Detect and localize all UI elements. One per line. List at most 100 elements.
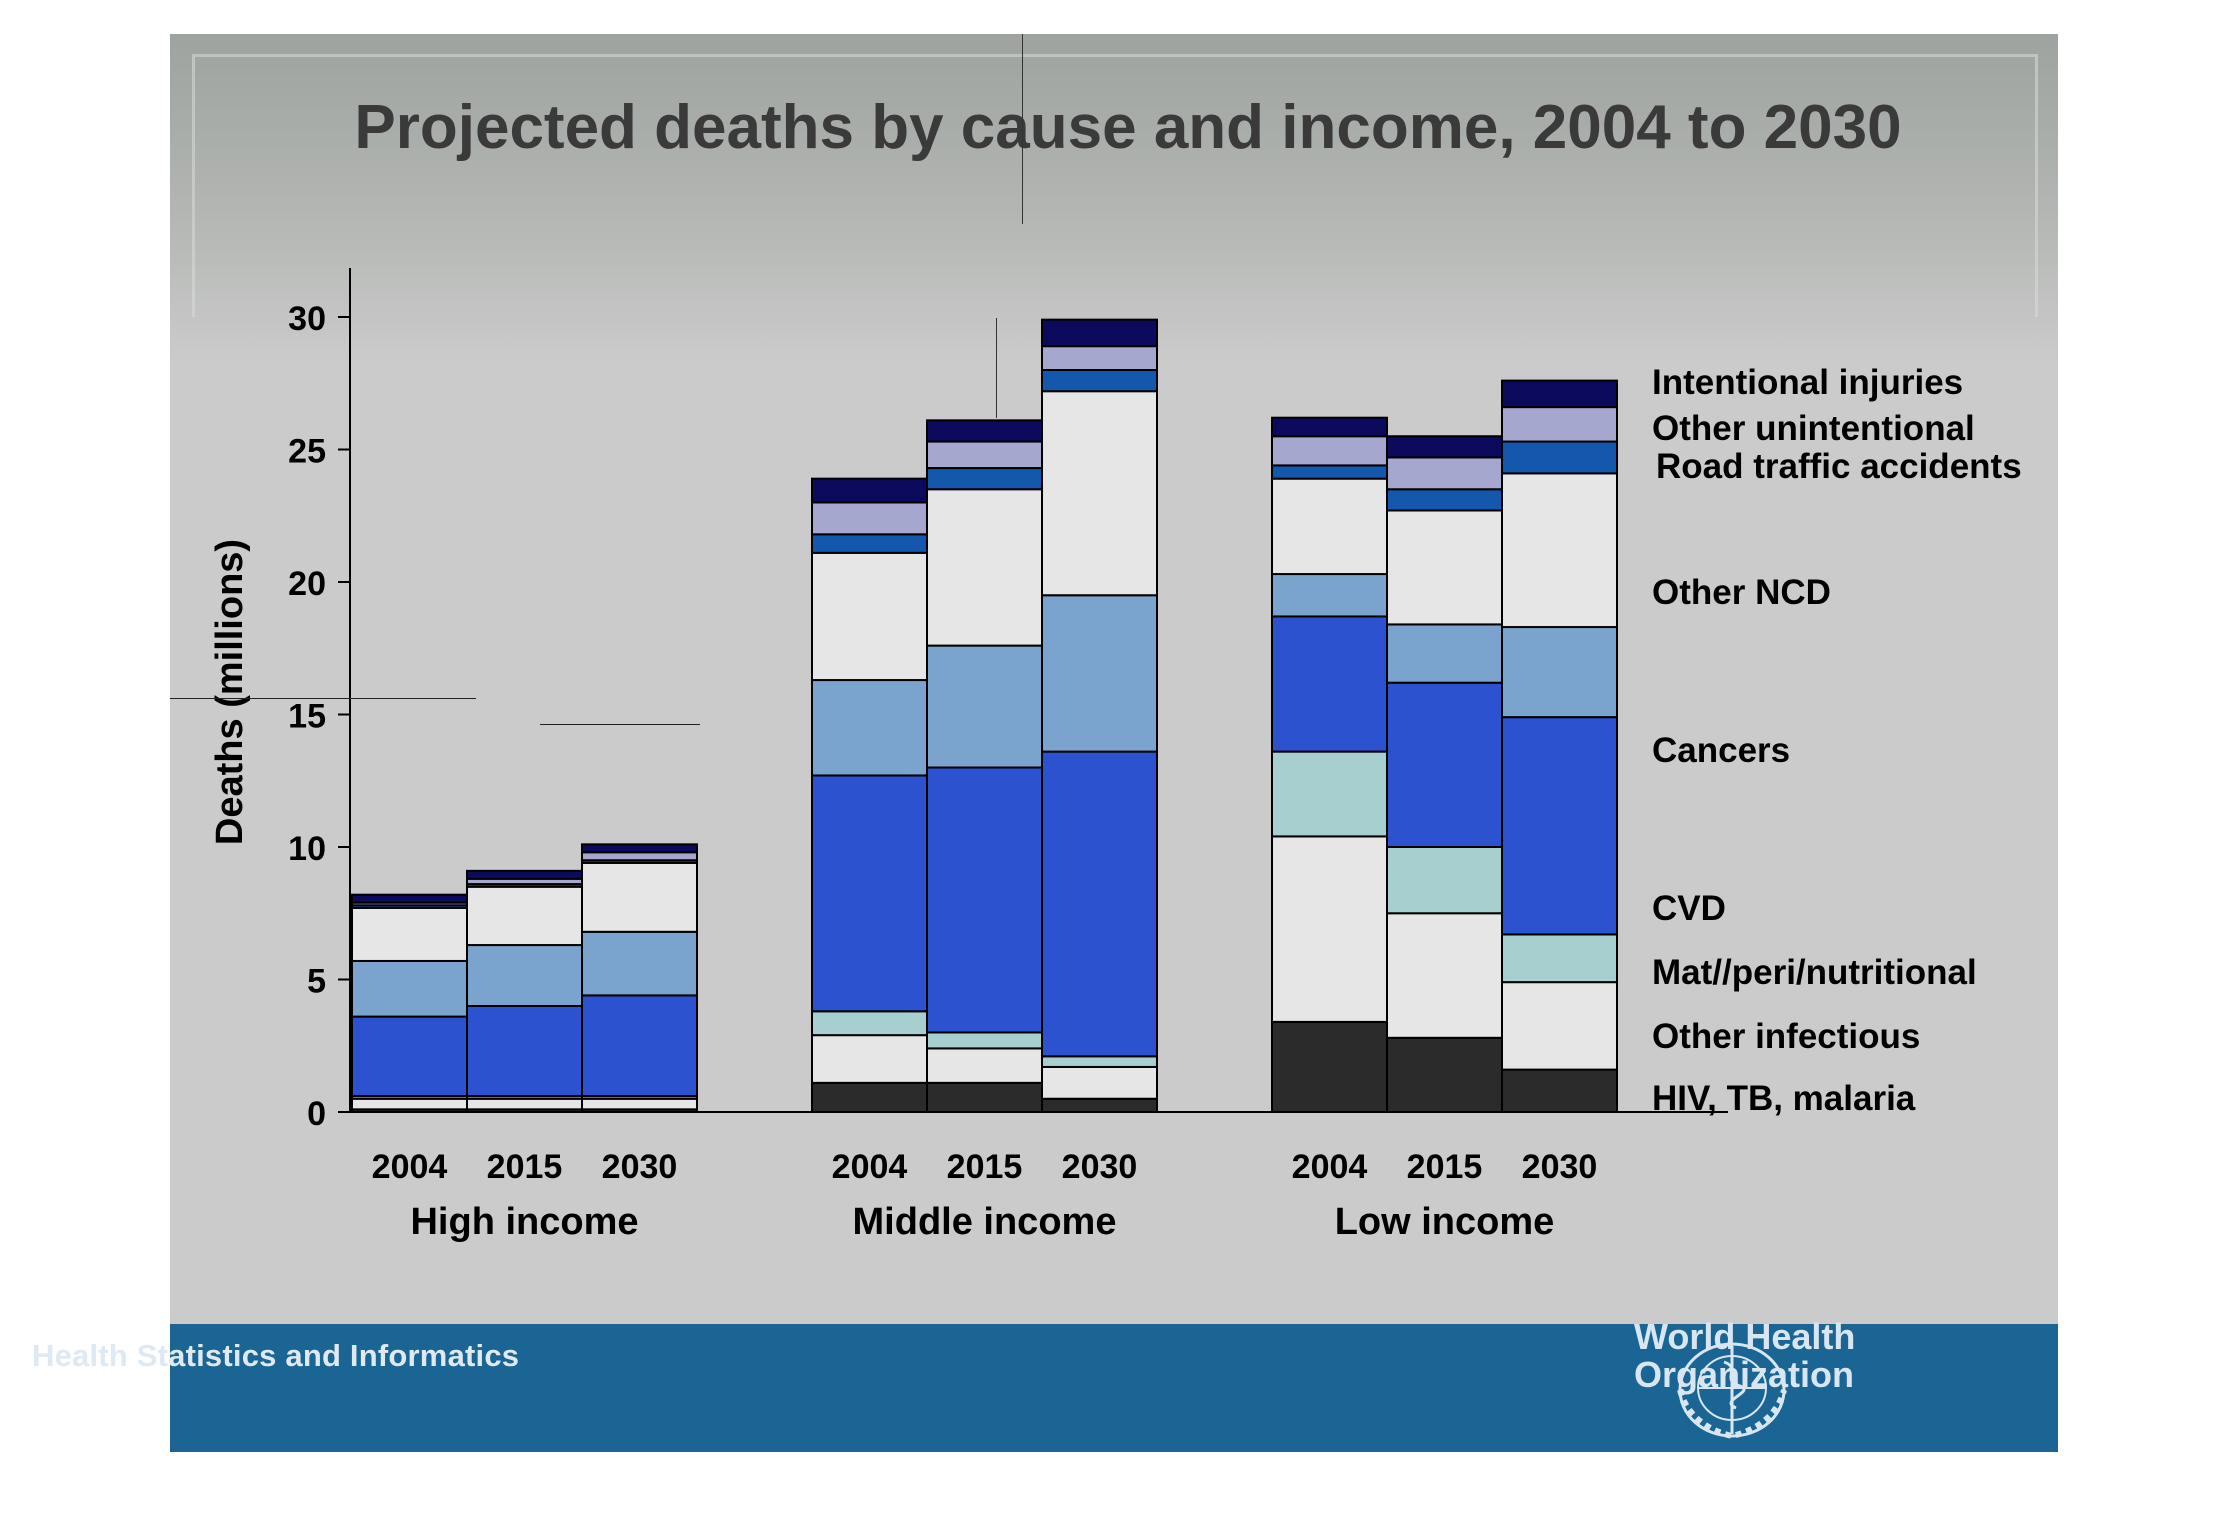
header-band: [170, 34, 2058, 364]
y-tick-label: 5: [307, 963, 326, 1001]
bar-segment: [1041, 1055, 1158, 1068]
legend-entry: Intentional injuries: [1652, 363, 1963, 402]
x-tick-label: 2015: [487, 1148, 563, 1186]
who-logo-text: World Health Organization: [1634, 1318, 1855, 1394]
header-frame: [192, 54, 2038, 317]
bar-segment: [1501, 440, 1618, 475]
footer-program-label: Health Statistics and Informatics: [32, 1338, 520, 1373]
x-tick-label: 2030: [1522, 1148, 1598, 1186]
bar-segment: [1501, 406, 1618, 443]
bar-segment: [351, 1015, 468, 1098]
x-tick-label: 2004: [832, 1148, 908, 1186]
bar-segment: [811, 533, 928, 554]
decorative-line: [540, 724, 700, 725]
x-tick-label: 2004: [1292, 1148, 1368, 1186]
x-axis-labels: 2004 2015 2030 High income 2004 2015 2030 Middl…: [372, 1148, 1598, 1243]
bar-segment: [1041, 345, 1158, 371]
bar-segment: [1041, 390, 1158, 597]
bar-segment: [926, 1031, 1043, 1050]
bar-segment: [1041, 1097, 1158, 1113]
bar-segment: [1271, 615, 1388, 753]
group-label: Middle income: [853, 1201, 1117, 1243]
bar-segment: [581, 930, 698, 997]
bar-segment: [1386, 1036, 1503, 1114]
bar-segment: [466, 869, 583, 880]
bar-segment: [1271, 835, 1388, 1023]
bar-segment: [1501, 1068, 1618, 1113]
legend-entry: Other infectious: [1652, 1017, 1920, 1056]
bar-segment: [1041, 318, 1158, 348]
who-emblem-icon: [1677, 1342, 1787, 1440]
x-tick-label: 2015: [947, 1148, 1023, 1186]
x-tick-label: 2030: [602, 1148, 678, 1186]
group-label: High income: [410, 1201, 638, 1243]
bar-segment: [926, 440, 1043, 470]
x-tick-label: 2030: [1062, 1148, 1138, 1186]
bar-segment: [811, 501, 928, 536]
bar-segment: [1271, 477, 1388, 576]
bar-segment: [1271, 416, 1388, 438]
bar-segment: [351, 1097, 468, 1111]
bar-segment: [581, 851, 698, 862]
legend-entry: Road traffic accidents: [1656, 447, 2022, 486]
bar-segment: [1386, 912, 1503, 1039]
decorative-line: [1022, 34, 1023, 224]
decorative-line: [170, 698, 476, 699]
chart-title: Projected deaths by cause and income, 20…: [354, 93, 1901, 162]
legend: HIV, TB, malaria Other infectious Mat//per…: [1652, 363, 2022, 1118]
y-tick-label: 25: [288, 433, 326, 471]
bar-segment: [926, 467, 1043, 491]
bar-segment: [1041, 1065, 1158, 1100]
legend-entry: Other NCD: [1652, 573, 1831, 612]
bar-segment: [581, 861, 698, 933]
bar-segment: [1271, 750, 1388, 838]
who-logo-line2: Organization: [1634, 1354, 1855, 1395]
bar-segment: [1271, 573, 1388, 618]
x-tick-label: 2004: [372, 1148, 448, 1186]
bar-segment: [466, 1097, 583, 1111]
bar-segment: [926, 488, 1043, 647]
bar-segment: [581, 843, 698, 854]
bar-segment: [581, 994, 698, 1098]
bar-segment: [1041, 750, 1158, 1058]
bar-segment: [811, 477, 928, 504]
legend-entry: HIV, TB, malaria: [1652, 1079, 1916, 1118]
bar-segment: [351, 959, 468, 1018]
bar-segment: [1041, 369, 1158, 393]
bar-segment: [1501, 472, 1618, 629]
bar-segment: [926, 1047, 1043, 1084]
bar-segment: [1271, 1020, 1388, 1114]
bar-segment: [1501, 716, 1618, 936]
y-tick-label: 20: [288, 565, 326, 603]
decorative-line: [996, 318, 997, 418]
legend-entry: Mat//peri/nutritional: [1652, 953, 1977, 992]
bar-segment: [926, 644, 1043, 769]
bar-segment: [811, 774, 928, 1013]
bar-segment: [811, 679, 928, 777]
bars: [351, 318, 1618, 1114]
y-tick-label: 0: [307, 1095, 326, 1133]
y-tick-label: 10: [288, 830, 326, 868]
bar-segment: [1501, 379, 1618, 409]
bar-segment: [1386, 623, 1503, 684]
slide: [170, 34, 2058, 1452]
y-axis-label: Deaths (millions): [209, 539, 251, 845]
bar-segment: [811, 1010, 928, 1037]
bar-segment: [466, 944, 583, 1007]
bar-segment: [1386, 435, 1503, 459]
x-tick-label: 2015: [1407, 1148, 1483, 1186]
bar-segment: [926, 1081, 1043, 1113]
bar-segment: [1386, 681, 1503, 849]
bar-segment: [926, 419, 1043, 443]
bar-segment: [811, 1034, 928, 1084]
bar-segment: [466, 1005, 583, 1098]
y-tick-label: 15: [288, 698, 326, 736]
bar-segment: [1386, 846, 1503, 915]
bar-segment: [926, 766, 1043, 1034]
bar-segment: [581, 1097, 698, 1111]
bar-segment: [1386, 509, 1503, 626]
bar-segment: [1501, 933, 1618, 984]
bar-segment: [1386, 456, 1503, 491]
legend-entry: Other unintentional: [1652, 409, 1975, 448]
